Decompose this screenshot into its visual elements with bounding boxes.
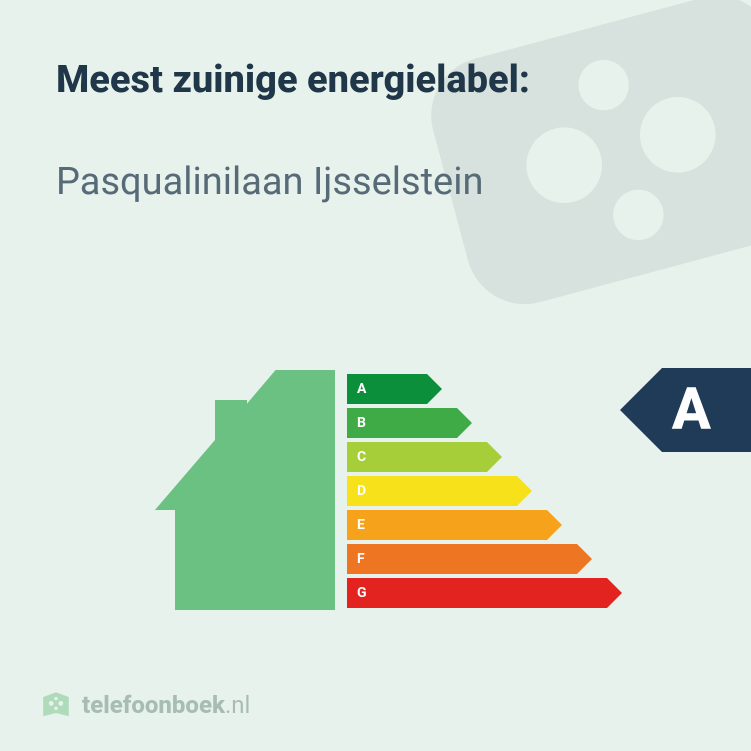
energy-bar-label: D	[357, 476, 366, 506]
energy-bar-label: F	[357, 544, 365, 574]
house-icon-overlay	[155, 370, 335, 610]
footer-brand: telefoonboek.nl	[82, 691, 250, 719]
energy-bar-label: C	[357, 442, 366, 472]
rating-badge-letter: A	[672, 376, 711, 444]
rating-badge-arrow	[620, 368, 662, 452]
energy-bar-label: B	[357, 408, 366, 438]
energy-label-chart: ABCDEFG	[155, 360, 595, 620]
energy-bar-shape	[347, 510, 562, 540]
page-title: Meest zuinige energielabel:	[56, 58, 530, 102]
energy-bar-shape	[347, 578, 622, 608]
energy-bar-shape	[347, 476, 532, 506]
footer-brand-light: .nl	[225, 691, 250, 719]
phonebook-icon	[40, 689, 72, 721]
location-subtitle: Pasqualinilaan Ijsselstein	[56, 160, 483, 204]
footer-brand-bold: telefoonboek	[82, 691, 225, 719]
energy-bar-shape	[347, 544, 592, 574]
rating-badge-body: A	[662, 368, 751, 452]
energy-bar-label: G	[357, 578, 367, 608]
rating-badge: A	[620, 368, 751, 452]
energy-bar-label: E	[357, 510, 365, 540]
energy-bar-shape	[347, 442, 502, 472]
energy-bar-label: A	[357, 374, 366, 404]
footer: telefoonboek.nl	[40, 689, 250, 721]
